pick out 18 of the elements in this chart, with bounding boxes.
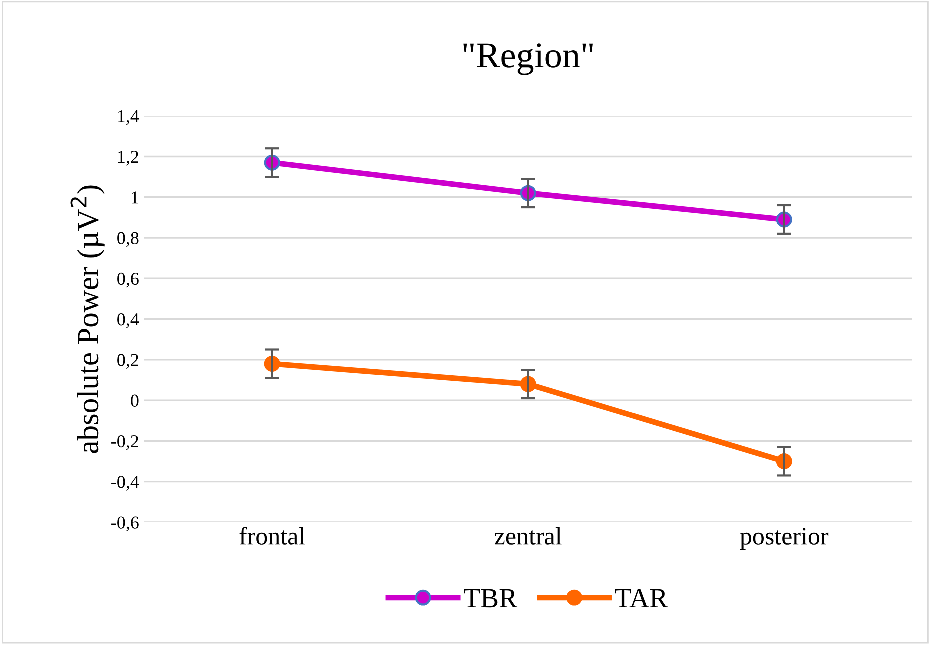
y-tick-label: 1,2 [118,151,138,166]
legend-label: TAR [615,589,668,608]
y-tick-label: 0,8 [118,232,139,248]
y-tick-label: -0,2 [112,435,138,450]
y-tick-label: 0,2 [118,354,138,369]
x-tick-label: zentral [495,527,562,545]
x-tick-label: frontal [240,527,306,545]
y-tick-label: 0,6 [118,272,139,288]
y-tick-label: 1 [132,192,138,204]
y-tick-label: -0,4 [112,476,140,491]
y-axis-title: absolute Power (µV$^{2}$) [70,186,105,454]
x-tick-label: posterior [740,528,829,550]
legend-label: TBR [464,589,518,608]
y-tick-label: 0,4 [118,314,140,328]
y-tick-label: 0 [131,394,139,407]
chart-title: "Region" [464,44,593,76]
y-tick-label: -0,6 [112,516,139,532]
y-tick-label: 1,4 [118,110,140,126]
